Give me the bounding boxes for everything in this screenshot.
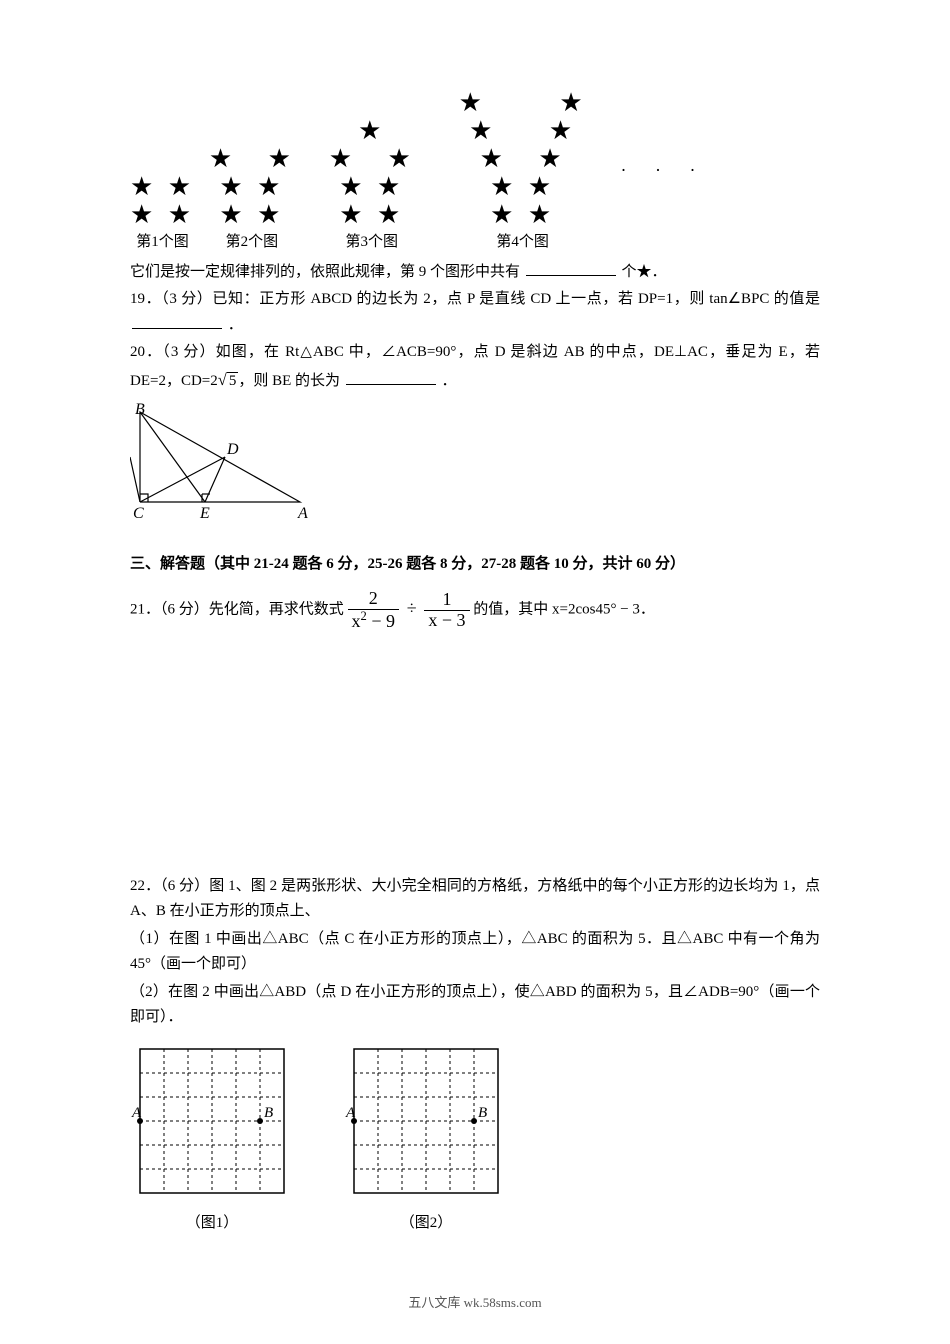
fill-blank [526, 260, 616, 276]
star-caption: 第4个图 [496, 234, 549, 250]
star-row: ★ ★ [329, 174, 415, 202]
label-A: A [297, 505, 308, 522]
star-figure-2: ★ ★ ★ ★ ★ ★ 第2个图 [209, 146, 295, 256]
star-caption: 第1个图 [136, 234, 189, 250]
q19-text: 19．（3 分）已知：正方形 ABCD 的边长为 2，点 P 是直线 CD 上一… [130, 291, 820, 307]
star-caption: 第2个图 [226, 234, 279, 250]
star-row: ★ ★ [329, 146, 415, 174]
grid-figures-row: A B （图1） A B （图2） [130, 1039, 820, 1237]
radicand: 5 [227, 372, 239, 389]
fill-blank [132, 313, 222, 329]
star-row: ★ ★ [209, 202, 295, 230]
period: ． [442, 373, 457, 389]
star-figure-1: ★ ★ ★ ★ 第1个图 [130, 174, 195, 256]
q21-formula: 2 x2 − 9 ÷ 1 x − 3 [348, 589, 470, 632]
numerator: 1 [424, 590, 469, 611]
question-19: 19．（3 分）已知：正方形 ABCD 的边长为 2，点 P 是直线 CD 上一… [130, 287, 820, 338]
fraction-1: 2 x2 − 9 [348, 589, 399, 632]
ellipsis-icon: · · · [621, 155, 708, 186]
point-A: A [345, 1105, 356, 1121]
question-21: 21．（6 分）先化简，再求代数式 2 x2 − 9 ÷ 1 x − 3 的值，… [130, 589, 820, 632]
label-B: B [135, 402, 145, 418]
section-3-header: 三、解答题（其中 21-24 题各 6 分，25-26 题各 8 分，27-28… [130, 552, 820, 578]
grid-caption-2: （图2） [344, 1211, 508, 1237]
point-A: A [131, 1105, 142, 1121]
pattern-question-text: 它们是按一定规律排列的，依照此规律，第 9 个图形中共有 个★． [130, 260, 820, 286]
denominator: x2 − 9 [348, 610, 399, 632]
period: ． [228, 317, 243, 333]
fraction-2: 1 x − 3 [424, 590, 469, 631]
grid-svg-1: A B [130, 1039, 294, 1203]
triangle-svg: B D C E A [130, 402, 320, 522]
text: 它们是按一定规律排列的，依照此规律，第 9 个图形中共有 [130, 264, 520, 280]
text: 个★． [622, 264, 667, 280]
grid-svg-2: A B [344, 1039, 508, 1203]
page-footer: 五八文库 wk.58sms.com [0, 1292, 950, 1314]
star-row: ★ ★ [459, 146, 587, 174]
grid-caption-1: （图1） [130, 1211, 294, 1237]
star-row: ★ ★ [209, 146, 295, 174]
workspace-gap [130, 634, 820, 874]
fill-blank [346, 369, 436, 385]
star-row: ★ ★ [459, 118, 587, 146]
question-22-part1: （1）在图 1 中画出△ABC（点 C 在小正方形的顶点上），△ABC 的面积为… [130, 927, 820, 978]
star-row: ★ ★ [459, 90, 587, 118]
sqrt-icon: 5 [218, 366, 239, 395]
q20-tail: ，则 BE 的长为 [238, 373, 340, 389]
q21-prefix: 21．（6 分）先化简，再求代数式 [130, 602, 344, 618]
label-D: D [226, 441, 239, 458]
triangle-diagram: B D C E A [130, 402, 820, 532]
star-row: ★ ★ [329, 202, 415, 230]
star-figure-3: ★ ★ ★ ★ ★ ★ ★ 第3个图 [329, 118, 415, 256]
star-row: ★ [329, 118, 415, 146]
star-caption: 第3个图 [346, 234, 399, 250]
star-row: ★ ★ [459, 174, 587, 202]
star-row: ★ ★ [459, 202, 587, 230]
numerator: 2 [348, 589, 399, 610]
star-row: ★ ★ [209, 174, 295, 202]
label-E: E [199, 505, 210, 522]
point-B: B [478, 1105, 487, 1121]
star-row: ★ ★ [130, 202, 195, 230]
question-22-part2: （2）在图 2 中画出△ABD（点 D 在小正方形的顶点上），使△ABD 的面积… [130, 980, 820, 1031]
grid-figure-1: A B （图1） [130, 1039, 294, 1237]
question-20: 20．（3 分）如图，在 Rt△ABC 中，∠ACB=90°，点 D 是斜边 A… [130, 340, 820, 394]
grid-figure-2: A B （图2） [344, 1039, 508, 1237]
page: ★ ★ ★ ★ 第1个图 ★ ★ ★ ★ ★ ★ 第2个图 ★ ★ ★ ★ ★ … [0, 0, 950, 1344]
divide-sign: ÷ [403, 598, 421, 618]
label-C: C [133, 505, 144, 522]
point-B: B [264, 1105, 273, 1121]
star-pattern-figure: ★ ★ ★ ★ 第1个图 ★ ★ ★ ★ ★ ★ 第2个图 ★ ★ ★ ★ ★ … [130, 90, 820, 256]
q21-mid: 的值，其中 x=2cos45° − 3． [473, 602, 655, 618]
cd-coeff: 2 [210, 373, 218, 389]
question-22-intro: 22．（6 分）图 1、图 2 是两张形状、大小完全相同的方格纸，方格纸中的每个… [130, 874, 820, 925]
denominator: x − 3 [424, 611, 469, 631]
star-figure-4: ★ ★ ★ ★ ★ ★ ★ ★ ★ ★ 第4个图 [459, 90, 587, 256]
star-row: ★ ★ [130, 174, 195, 202]
